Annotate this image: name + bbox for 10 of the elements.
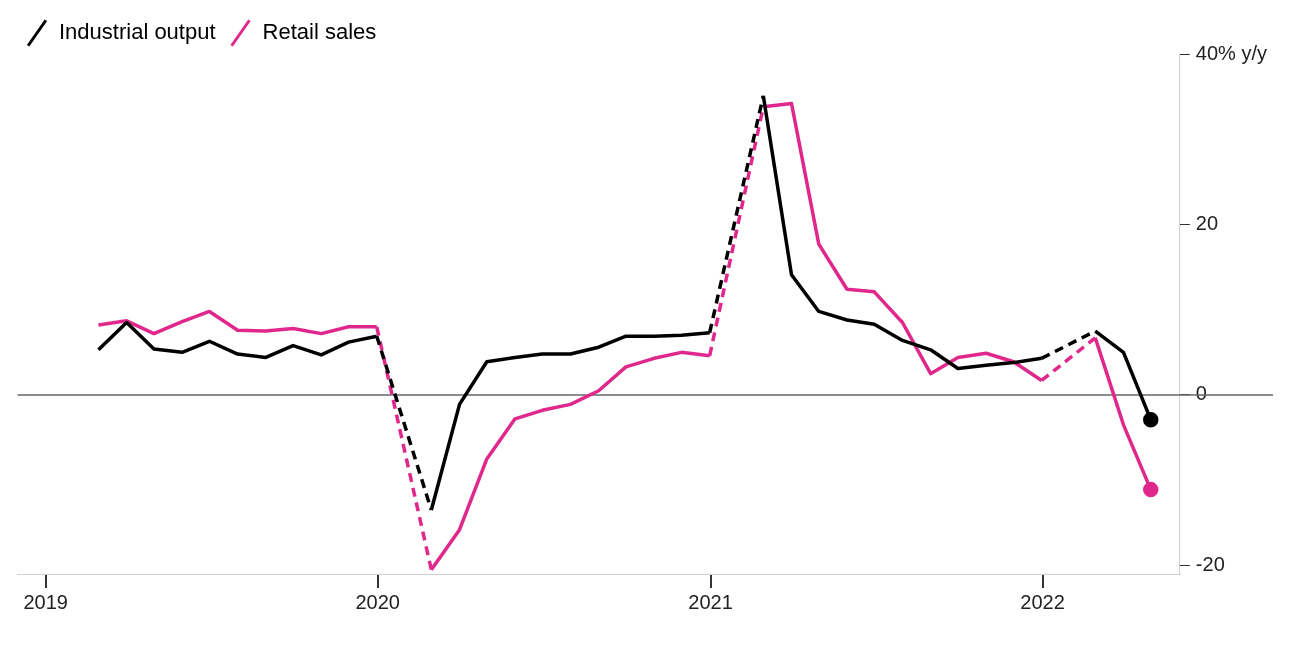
y-tick-label: -20 (1195, 552, 1225, 575)
x-tick-label: 2019 (23, 590, 68, 613)
y-tick-label: 40% y/y (1195, 41, 1268, 64)
y-tick-label: 0 (1195, 382, 1207, 405)
y-tick-label: 20 (1195, 212, 1219, 235)
x-tick-label: 2022 (1020, 590, 1065, 613)
legend-label: Industrial output (59, 19, 216, 45)
legend-label: Retail sales (262, 19, 377, 45)
x-tick-label: 2021 (688, 590, 733, 613)
x-tick-label: 2020 (355, 590, 400, 613)
